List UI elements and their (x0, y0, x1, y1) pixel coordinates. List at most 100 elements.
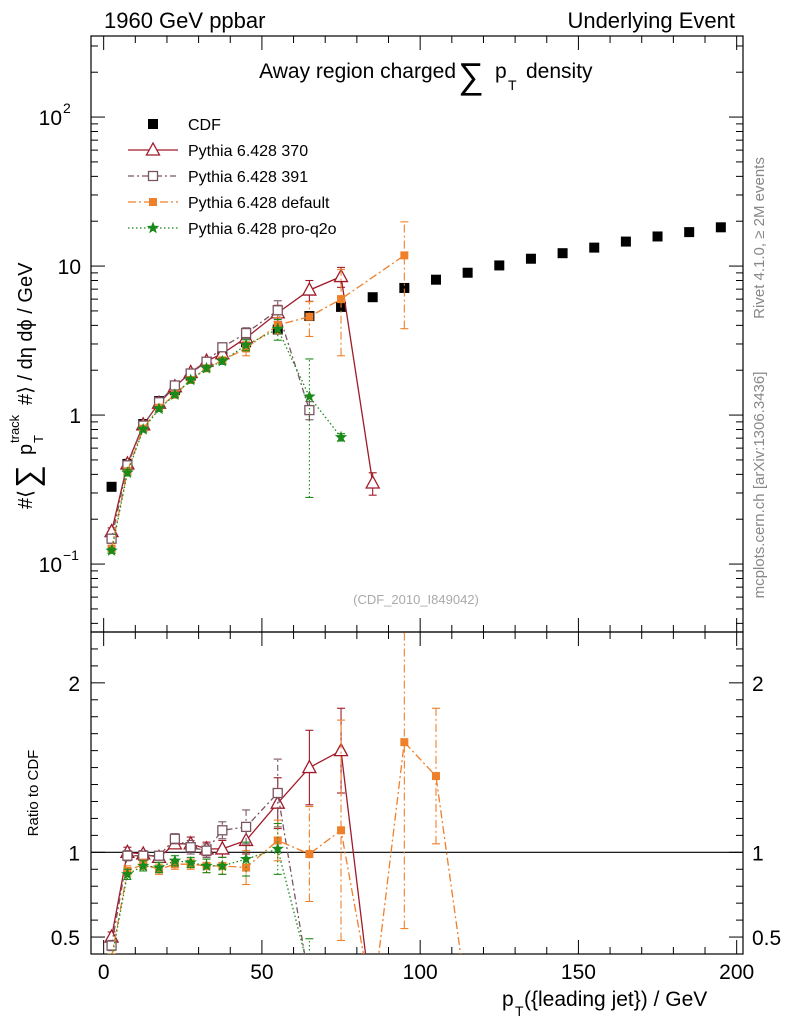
ratio-point-p370 (214, 840, 230, 855)
analysis-label: Underlying Event (567, 8, 735, 33)
data-point-cdf (715, 222, 726, 233)
data-point-pq2o (303, 390, 316, 402)
data-point-pq2o (168, 388, 182, 400)
ylabel-pt-subscript: T (31, 435, 46, 443)
title-sum-symbol: ∑ (458, 55, 484, 96)
analysis-watermark: (CDF_2010_I849042) (353, 592, 479, 607)
data-point-cdf (684, 227, 695, 238)
main-axis-ticks: 10 −1 1 10 10 2 (39, 36, 743, 632)
series-line-pq2o (110, 328, 342, 551)
data-point-pq2o (200, 361, 213, 374)
data-point-pq2o (271, 322, 284, 335)
ratio-point-p391 (272, 787, 283, 799)
ratio-point-p391 (185, 842, 196, 853)
ratio-point-pdef (305, 850, 314, 859)
legend-item-cdf: CDF (148, 117, 221, 134)
data-point-pq2o (216, 354, 229, 367)
ratio-point-pdef (400, 738, 409, 747)
data-point-cdf (652, 231, 663, 242)
ratio-y-tick-label-right: 1 (752, 842, 764, 865)
rivet-version-label: Rivet 4.1.0, ≥ 2M events (751, 157, 768, 319)
ratio-point-pq2o (137, 859, 150, 872)
main-y-tick-label-exp: 10 2 (39, 100, 71, 130)
series-p391 (106, 300, 315, 544)
main-y-tick-label: 1 (69, 405, 81, 428)
ratio-point-p391 (305, 978, 314, 987)
ratio-point-pdef (170, 860, 179, 869)
data-point-pq2o (121, 466, 134, 478)
legend-marker-cdf (148, 119, 158, 129)
series-line-p391 (110, 309, 311, 539)
legend-item-pdef: Pythia 6.428 default (128, 195, 330, 212)
xlabel-pt: p (502, 988, 514, 1011)
ratio-y-tick-label-left: 1 (68, 842, 80, 865)
ratio-point-pdef (337, 826, 346, 835)
series-pdef (107, 221, 409, 553)
data-point-p391 (304, 404, 315, 416)
main-data-layer (103, 221, 726, 556)
ratio-point-p391 (217, 825, 228, 836)
plot-title: Away region charged ∑ p T density (259, 55, 593, 96)
ratio-point-p391 (122, 850, 133, 861)
ratio-series-pq2o (111, 822, 315, 978)
main-y-axis-label: #⟨ ∑ p T track #⟩ / dη dϕ / GeV (7, 262, 46, 509)
ratio-point-pq2o (239, 852, 253, 865)
data-point-cdf (430, 274, 441, 285)
data-point-p370 (301, 281, 317, 296)
data-point-pq2o (334, 430, 348, 443)
ratio-point-pq2o (271, 842, 284, 855)
ratio-point-pq2o (152, 861, 166, 873)
ratio-point-pq2o (184, 856, 197, 868)
ylabel-pt: p (15, 444, 37, 455)
legend-marker-pdef (149, 198, 157, 206)
x-tick-label: 150 (561, 961, 596, 984)
legend-marker-pq2o (146, 221, 160, 234)
title-pt: p (495, 60, 507, 83)
ratio-point-pdef (431, 772, 440, 781)
ratio-y-axis-label: Ratio to CDF (25, 750, 42, 837)
ratio-point-pq2o (121, 867, 134, 880)
ratio-series-p391 (106, 758, 314, 987)
data-point-cdf (367, 292, 378, 303)
ratio-point-pq2o (200, 859, 213, 872)
data-point-pdef (305, 312, 314, 321)
main-y-tick-base: 10 (39, 554, 62, 577)
ratio-point-pdef (464, 1001, 472, 1009)
ylabel-rest: #⟩ / dη dϕ / GeV (15, 262, 37, 405)
legend-label: Pythia 6.428 370 (188, 143, 308, 160)
ratio-point-pq2o (303, 966, 315, 978)
x-tick-label: 50 (250, 961, 273, 984)
data-point-pdef (337, 295, 346, 304)
main-y-tick-exponent: −1 (63, 547, 79, 563)
legend-item-p370: Pythia 6.428 370 (128, 141, 308, 160)
ratio-point-p391 (240, 821, 252, 833)
data-point-pq2o (184, 373, 197, 386)
data-point-p370 (365, 474, 381, 489)
ratio-point-p391 (201, 845, 212, 856)
legend-marker-p370 (145, 141, 161, 156)
data-point-p391 (240, 327, 252, 339)
legend-label: CDF (188, 117, 221, 134)
series-pq2o (105, 318, 348, 556)
title-pt-subscript: T (508, 77, 517, 93)
xlabel-pt-subscript: T (515, 1003, 524, 1019)
data-point-cdf (494, 260, 505, 271)
ratio-series-pdef (107, 632, 472, 1009)
ratio-point-p370 (366, 1006, 379, 1018)
ratio-data-layer (103, 632, 472, 1018)
legend-item-pq2o: Pythia 6.428 pro-q2o (128, 221, 337, 238)
data-point-cdf (399, 282, 410, 293)
ratio-point-pdef (369, 1001, 377, 1009)
data-point-cdf (462, 267, 473, 278)
main-y-tick-label-exp: 10 −1 (39, 547, 80, 577)
ratio-point-pq2o (111, 952, 113, 954)
ylabel-open-bracket: #⟨ (15, 490, 37, 509)
ratio-plot-frame (90, 631, 744, 955)
ratio-y-tick-label-left: 2 (68, 673, 80, 696)
legend: CDF Pythia 6.428 370 Pythia 6.428 391 Pythi… (128, 117, 337, 238)
legend-item-p391: Pythia 6.428 391 (128, 169, 308, 186)
ratio-point-pq2o (168, 854, 182, 866)
data-point-cdf (106, 481, 117, 492)
x-tick-label: 0 (98, 961, 110, 984)
